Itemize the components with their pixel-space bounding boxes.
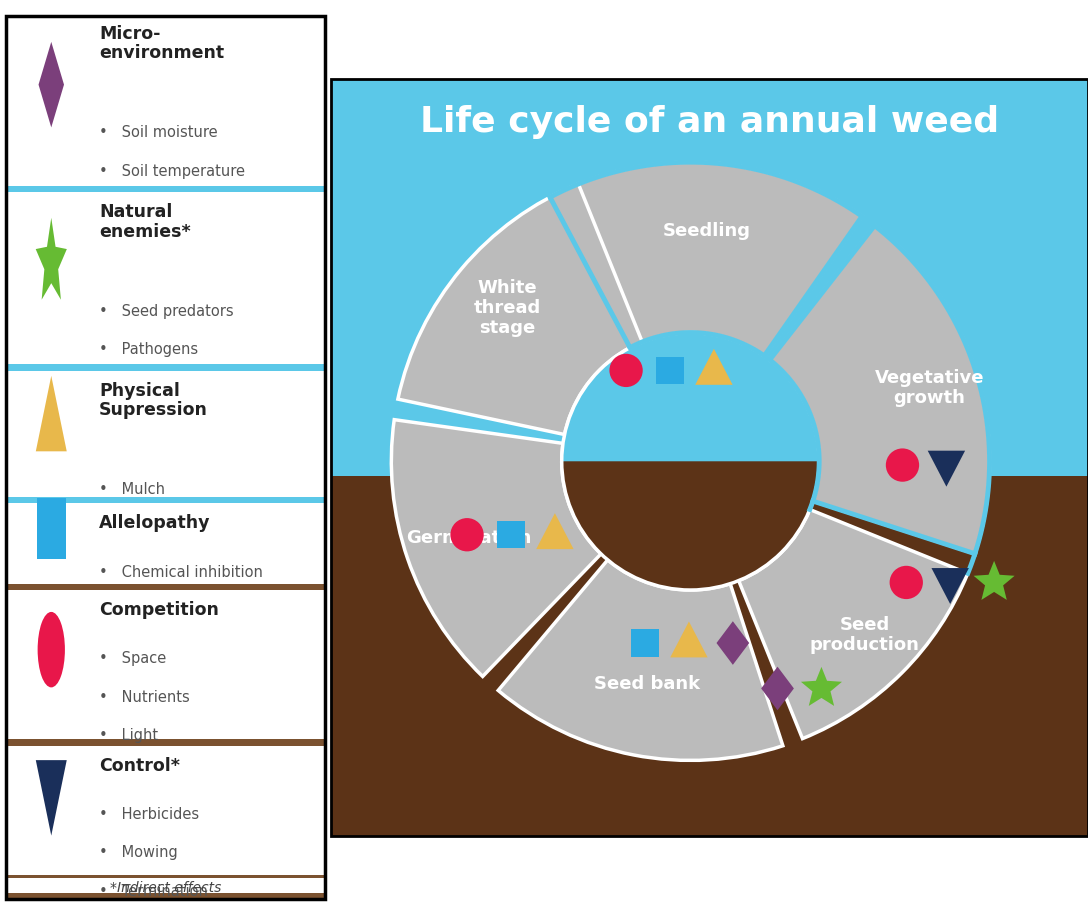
Bar (5, 877, 325, 899)
Text: Physical
Supression: Physical Supression (99, 382, 208, 419)
Polygon shape (38, 42, 64, 127)
Polygon shape (695, 349, 732, 385)
Bar (5, 875, 325, 878)
Wedge shape (398, 184, 642, 435)
Text: Life cycle of an annual weed: Life cycle of an annual weed (420, 105, 999, 139)
Wedge shape (561, 461, 819, 590)
Bar (5, 893, 325, 899)
Polygon shape (974, 561, 1015, 600)
Polygon shape (36, 760, 66, 835)
Bar (37, 498, 65, 558)
Bar (5, 364, 325, 371)
Text: •   Space: • Space (99, 651, 166, 666)
Wedge shape (769, 226, 990, 554)
Text: *Indirect effects: *Indirect effects (110, 880, 221, 895)
Circle shape (609, 354, 643, 387)
Polygon shape (717, 621, 750, 665)
Text: •   Light: • Light (99, 728, 159, 743)
Polygon shape (928, 451, 965, 487)
Bar (631, 630, 658, 657)
Text: •   Soil temperature: • Soil temperature (99, 164, 245, 178)
Text: Allelopathy: Allelopathy (99, 514, 211, 533)
Wedge shape (498, 560, 783, 760)
Text: •   Mowing: • Mowing (99, 845, 178, 860)
Polygon shape (36, 376, 66, 451)
Bar (5, 739, 325, 746)
Circle shape (450, 518, 484, 552)
Text: •   Chemical inhibition: • Chemical inhibition (99, 565, 263, 579)
Wedge shape (739, 510, 968, 738)
Circle shape (886, 448, 919, 481)
Text: •   Soil moisture: • Soil moisture (99, 125, 218, 140)
Bar (656, 357, 683, 384)
Wedge shape (561, 332, 819, 461)
Text: Vegetative
growth: Vegetative growth (875, 369, 985, 407)
Bar (497, 522, 524, 548)
Bar (5, 584, 325, 590)
Bar (5, 186, 325, 192)
Text: Seed
production: Seed production (809, 617, 919, 654)
Text: •   Herbicides: • Herbicides (99, 807, 199, 822)
Text: White
thread
stage: White thread stage (474, 279, 542, 337)
Text: Seed bank: Seed bank (594, 675, 701, 694)
Polygon shape (536, 513, 573, 549)
Text: Control*: Control* (99, 757, 181, 775)
Wedge shape (551, 162, 862, 356)
Text: Competition: Competition (99, 601, 219, 619)
Bar (5, 497, 325, 503)
Text: Germination: Germination (406, 529, 531, 546)
Polygon shape (931, 568, 969, 604)
Text: •   Mulch: • Mulch (99, 482, 165, 497)
Text: Natural
enemies*: Natural enemies* (99, 203, 191, 241)
Text: •   Termination: • Termination (99, 884, 208, 899)
Bar (331, 477, 1088, 836)
Circle shape (38, 612, 65, 687)
Text: Micro-
environment: Micro- environment (99, 25, 224, 62)
Text: •   Seed predators: • Seed predators (99, 304, 234, 318)
Polygon shape (670, 621, 707, 657)
Text: •   Nutrients: • Nutrients (99, 690, 190, 705)
Polygon shape (762, 667, 794, 710)
Wedge shape (392, 420, 601, 676)
Text: •   Pathogens: • Pathogens (99, 342, 198, 357)
Text: Seedling: Seedling (663, 222, 751, 240)
Circle shape (890, 565, 923, 599)
Polygon shape (801, 667, 842, 705)
Polygon shape (36, 218, 66, 300)
